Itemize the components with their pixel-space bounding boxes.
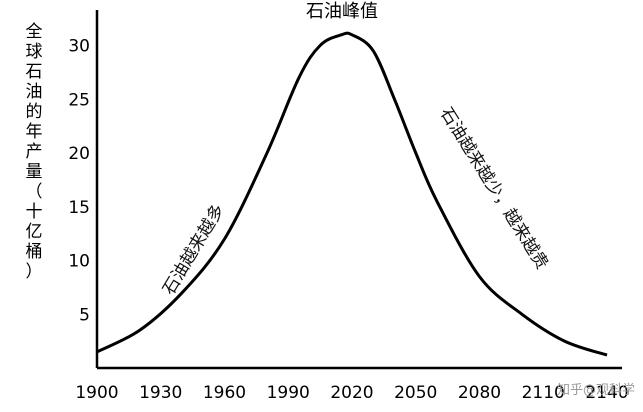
right-annotation: 石油越来越少，越来越贵 — [436, 104, 552, 273]
watermark: 知乎@观科学 — [556, 383, 635, 398]
series-line — [96, 31, 608, 357]
x-tick-label: 1960 — [203, 383, 246, 403]
x-tick-label: 2020 — [330, 383, 373, 403]
y-tick-label: 15 — [68, 198, 90, 218]
x-tick-label: 2080 — [458, 383, 501, 403]
y-tick-label: 30 — [68, 37, 90, 57]
x-tick-label: 1990 — [267, 383, 310, 403]
y-tick-label: 10 — [68, 252, 90, 272]
peak-annotation: 石油峰值 — [306, 1, 378, 22]
y-tick-label: 20 — [68, 144, 90, 164]
x-tick-label: 2110 — [522, 383, 565, 403]
x-tick-label: 1930 — [139, 383, 182, 403]
y-tick-label: 25 — [68, 90, 90, 110]
y-tick-label: 5 — [79, 305, 90, 325]
x-tick-label: 1900 — [75, 383, 118, 403]
x-tick-label: 2140 — [585, 383, 628, 403]
y-axis-label: 全球石油的年产量（十亿桶） — [25, 22, 43, 282]
x-tick-label: 2050 — [394, 383, 437, 403]
